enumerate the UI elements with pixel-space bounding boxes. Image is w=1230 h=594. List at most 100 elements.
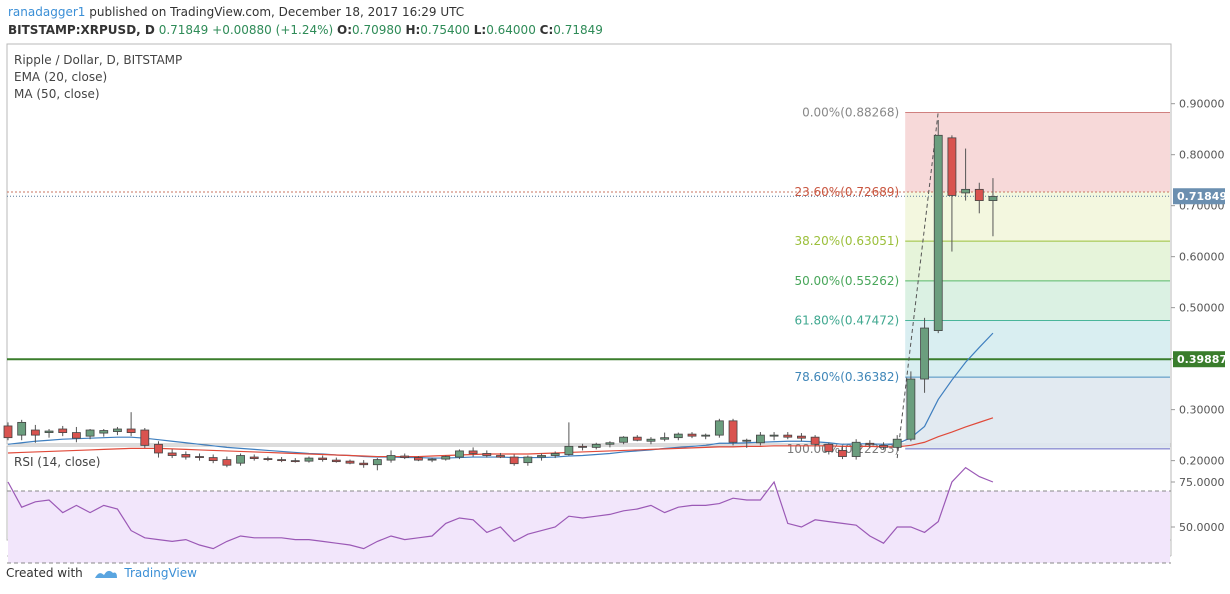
candle[interactable]	[318, 455, 328, 462]
ema-indicator-label: EMA (20, close)	[14, 70, 107, 84]
candle[interactable]	[208, 454, 218, 464]
candle[interactable]	[427, 457, 437, 463]
candle[interactable]	[345, 459, 355, 465]
candle[interactable]	[72, 426, 81, 443]
candle-body	[714, 420, 724, 436]
candle[interactable]	[783, 432, 793, 440]
candle-body	[427, 458, 437, 461]
candle[interactable]	[756, 432, 765, 446]
candle[interactable]	[892, 435, 902, 450]
candle[interactable]	[906, 371, 916, 442]
candle-body	[851, 441, 861, 457]
candle[interactable]	[933, 120, 943, 334]
candle[interactable]	[564, 422, 574, 456]
candle[interactable]	[988, 178, 998, 237]
created-with-text: Created with	[6, 566, 83, 580]
candle[interactable]	[632, 435, 642, 442]
candle[interactable]	[537, 453, 546, 461]
candle[interactable]	[3, 422, 13, 441]
candle[interactable]	[482, 450, 492, 458]
candle[interactable]	[167, 449, 177, 459]
candle[interactable]	[920, 317, 929, 393]
tradingview-link[interactable]: TradingView	[124, 566, 197, 580]
candle-body	[838, 450, 847, 457]
candle-body	[318, 457, 328, 461]
candle[interactable]	[838, 446, 847, 460]
ohlc-bar: BITSTAMP:XRPUSD, D 0.71849 +0.00880 (+1.…	[8, 21, 603, 39]
candle[interactable]	[947, 135, 957, 252]
candle[interactable]	[605, 441, 615, 448]
candle[interactable]	[865, 440, 875, 448]
candle[interactable]	[372, 458, 382, 471]
rsi-title: RSI (14, close)	[14, 455, 100, 469]
candle[interactable]	[331, 457, 341, 463]
candle[interactable]	[810, 435, 820, 447]
candle[interactable]	[591, 442, 601, 450]
candle[interactable]	[126, 412, 136, 437]
candle-body	[345, 460, 355, 464]
candle[interactable]	[30, 424, 40, 443]
candle-body	[304, 457, 314, 462]
candle[interactable]	[58, 425, 68, 437]
author-name[interactable]: ranadagger1	[8, 5, 86, 19]
candle[interactable]	[455, 449, 464, 460]
y-tick-label: 0.50000	[1179, 302, 1225, 315]
candle-body	[701, 434, 711, 437]
candle[interactable]	[400, 453, 410, 460]
candle-body	[400, 455, 410, 458]
candle[interactable]	[742, 438, 752, 448]
candle[interactable]	[249, 454, 259, 461]
candle[interactable]	[17, 419, 27, 441]
candle[interactable]	[263, 456, 273, 462]
published-text: published on TradingView.com, December 1…	[89, 5, 465, 19]
candle[interactable]	[619, 436, 628, 445]
candle-body	[660, 437, 670, 440]
fib-zone	[905, 320, 1170, 378]
candle-body	[195, 456, 204, 458]
candle[interactable]	[974, 182, 984, 214]
y-tick-label: 0.90000	[1179, 98, 1225, 111]
candle[interactable]	[660, 432, 670, 442]
candle[interactable]	[468, 447, 478, 457]
candle[interactable]	[85, 429, 95, 440]
candle[interactable]	[441, 455, 451, 461]
candle[interactable]	[277, 457, 287, 463]
candle[interactable]	[222, 456, 232, 468]
candle[interactable]	[687, 432, 697, 439]
candle[interactable]	[496, 452, 505, 459]
candle[interactable]	[879, 442, 888, 450]
candle[interactable]	[140, 427, 150, 448]
candle-body	[537, 455, 546, 458]
candle[interactable]	[386, 450, 396, 463]
candle[interactable]	[824, 442, 834, 455]
candle[interactable]	[769, 432, 779, 441]
price-change: +0.00880 (+1.24%)	[212, 23, 334, 37]
candle[interactable]	[728, 418, 738, 446]
candle[interactable]	[797, 433, 806, 442]
candle[interactable]	[236, 453, 245, 466]
support-label: 0.39887	[1177, 353, 1227, 366]
candle[interactable]	[113, 426, 122, 436]
candle[interactable]	[523, 455, 533, 466]
candle[interactable]	[413, 456, 423, 462]
candle[interactable]	[714, 418, 724, 438]
candle[interactable]	[578, 443, 587, 451]
candle[interactable]	[673, 432, 683, 441]
candle[interactable]	[701, 433, 711, 440]
fib-zone	[905, 377, 1170, 449]
candle[interactable]	[509, 454, 519, 466]
candle[interactable]	[99, 429, 109, 437]
candle[interactable]	[359, 460, 369, 468]
candle[interactable]	[851, 439, 861, 460]
candle[interactable]	[304, 456, 314, 463]
candle[interactable]	[290, 458, 300, 463]
candle[interactable]	[154, 441, 163, 458]
candle[interactable]	[646, 437, 656, 445]
candle[interactable]	[44, 429, 54, 438]
candle[interactable]	[195, 453, 204, 461]
candle[interactable]	[550, 451, 560, 459]
candle[interactable]	[961, 148, 970, 201]
candle[interactable]	[181, 451, 191, 460]
candle-body	[359, 462, 369, 466]
